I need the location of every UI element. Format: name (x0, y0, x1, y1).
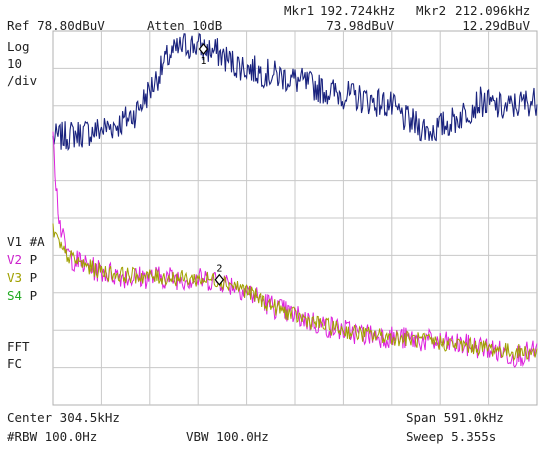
rbw-readout: #RBW 100.0Hz (7, 429, 98, 444)
legend-trace-mode: P (22, 270, 38, 285)
trace-v3 (52, 223, 538, 362)
graticule-grid (53, 31, 537, 405)
traces-layer (52, 32, 538, 368)
marker-1-diamond (198, 43, 209, 55)
legend-trace-mode: P (22, 252, 38, 267)
marker-2-label: 2 (216, 264, 222, 275)
markers-layer: 12 (198, 43, 225, 286)
marker-2-diamond (214, 273, 225, 286)
trace-v1 (52, 32, 538, 152)
vbw-readout: VBW 100.0Hz (186, 429, 269, 444)
marker2-level: 12.29dBuV (462, 18, 530, 33)
legend-row-v2: V2 P (7, 253, 37, 267)
scale-type: Log (7, 39, 30, 54)
legend-trace-id: V1 (7, 234, 23, 249)
attenuation-readout: Atten 10dB (147, 18, 223, 33)
legend-trace-id: S4 (7, 288, 23, 303)
span-readout: Span 591.0kHz (406, 410, 504, 425)
legend-trace-id: V3 (7, 270, 23, 285)
fc-flag: FC (7, 356, 23, 371)
legend-trace-mode: P (22, 288, 38, 303)
marker1-level: 73.98dBuV (326, 18, 394, 33)
legend-row-v3: V3 P (7, 271, 37, 285)
center-frequency: Center 304.5kHz (7, 410, 120, 425)
legend-row-v1: V1 #A (7, 235, 45, 249)
legend-trace-mode: #A (22, 234, 45, 249)
marker2-frequency: 212.096kHz (455, 3, 531, 18)
marker-1-label: 1 (200, 56, 206, 67)
marker1-frequency: 192.724kHz (320, 3, 396, 18)
scale-unit: /div (7, 73, 38, 88)
sweep-readout: Sweep 5.355s (406, 429, 497, 444)
marker2-label: Mkr2 (416, 3, 447, 18)
fft-flag: FFT (7, 339, 30, 354)
scale-value: 10 (7, 56, 23, 71)
legend-trace-id: V2 (7, 252, 23, 267)
legend-row-s4: S4 P (7, 289, 37, 303)
ref-level-readout: Ref 78.80dBuV (7, 18, 105, 33)
marker1-label: Mkr1 (284, 3, 315, 18)
